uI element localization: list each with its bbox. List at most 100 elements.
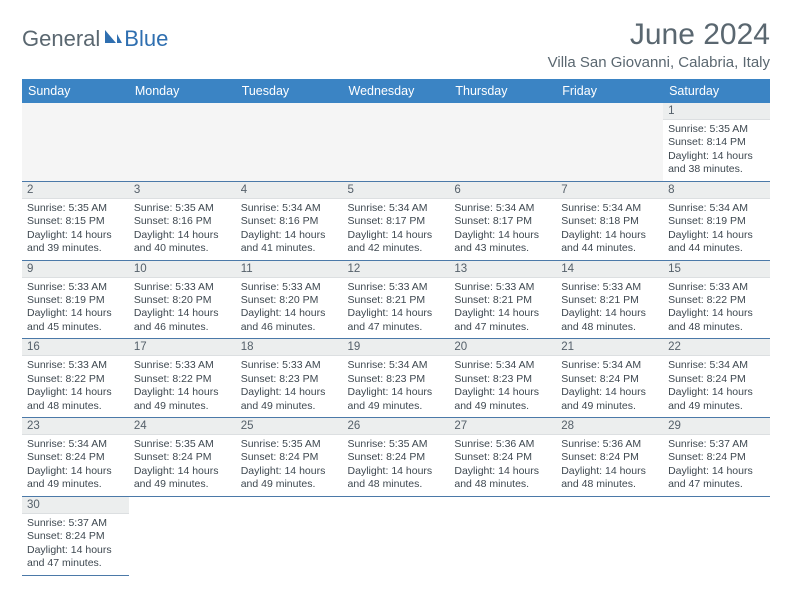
- calendar-cell: [663, 496, 770, 575]
- sunrise-line-value: 5:34 AM: [496, 202, 535, 214]
- title-block: June 2024 Villa San Giovanni, Calabria, …: [548, 18, 770, 77]
- sunrise-line-value: 5:33 AM: [282, 359, 321, 371]
- sunrise-line-label: Sunrise:: [241, 438, 282, 450]
- sunset-line-label: Sunset:: [27, 215, 66, 227]
- daylight-line-label: Daylight:: [668, 229, 712, 241]
- sunrise-line-value: 5:35 AM: [68, 202, 107, 214]
- sunrise-line: Sunrise: 5:34 AM: [454, 202, 551, 215]
- day-number: 17: [129, 339, 236, 356]
- daylight-line-label: Daylight:: [348, 386, 392, 398]
- sunset-line-label: Sunset:: [134, 215, 173, 227]
- daylight-line-label: Daylight:: [241, 465, 285, 477]
- sunset-line-label: Sunset:: [668, 373, 707, 385]
- day-body: Sunrise: 5:36 AMSunset: 8:24 PMDaylight:…: [449, 435, 556, 496]
- sunset-line-label: Sunset:: [454, 215, 493, 227]
- day-body: Sunrise: 5:33 AMSunset: 8:21 PMDaylight:…: [556, 278, 663, 339]
- logo-text-1: General: [22, 26, 100, 52]
- sunset-line-value: 8:21 PM: [386, 294, 425, 306]
- sunset-line-label: Sunset:: [134, 451, 173, 463]
- sunrise-line-value: 5:33 AM: [710, 281, 749, 293]
- sunrise-line-value: 5:33 AM: [496, 281, 535, 293]
- day-body: Sunrise: 5:35 AMSunset: 8:16 PMDaylight:…: [129, 199, 236, 260]
- sunset-line: Sunset: 8:24 PM: [561, 373, 658, 386]
- sunrise-line: Sunrise: 5:34 AM: [348, 202, 445, 215]
- day-number: 16: [22, 339, 129, 356]
- sunset-line-label: Sunset:: [561, 373, 600, 385]
- sunrise-line: Sunrise: 5:35 AM: [27, 202, 124, 215]
- calendar-cell: [129, 103, 236, 181]
- sunset-line-value: 8:19 PM: [707, 215, 746, 227]
- sunset-line-label: Sunset:: [241, 451, 280, 463]
- sunset-line-label: Sunset:: [241, 215, 280, 227]
- day-body: Sunrise: 5:34 AMSunset: 8:23 PMDaylight:…: [343, 356, 450, 417]
- calendar-cell: 24Sunrise: 5:35 AMSunset: 8:24 PMDayligh…: [129, 418, 236, 497]
- day-number: 7: [556, 182, 663, 199]
- sunrise-line: Sunrise: 5:35 AM: [241, 438, 338, 451]
- daylight-line-label: Daylight:: [668, 386, 712, 398]
- sunrise-line: Sunrise: 5:34 AM: [241, 202, 338, 215]
- daylight-line: Daylight: 14 hours and 48 minutes.: [561, 465, 658, 492]
- sunrise-line: Sunrise: 5:33 AM: [241, 359, 338, 372]
- day-number: 13: [449, 261, 556, 278]
- sunset-line-value: 8:24 PM: [707, 451, 746, 463]
- daylight-line: Daylight: 14 hours and 49 minutes.: [454, 386, 551, 413]
- sunrise-line-value: 5:34 AM: [710, 202, 749, 214]
- sunset-line: Sunset: 8:24 PM: [134, 451, 231, 464]
- sunset-line: Sunset: 8:24 PM: [27, 451, 124, 464]
- sunset-line: Sunset: 8:19 PM: [27, 294, 124, 307]
- calendar-cell: 25Sunrise: 5:35 AMSunset: 8:24 PMDayligh…: [236, 418, 343, 497]
- daylight-line-label: Daylight:: [134, 229, 178, 241]
- sunset-line: Sunset: 8:24 PM: [454, 451, 551, 464]
- daylight-line: Daylight: 14 hours and 39 minutes.: [27, 229, 124, 256]
- sunrise-line-label: Sunrise:: [668, 281, 709, 293]
- sunrise-line: Sunrise: 5:34 AM: [27, 438, 124, 451]
- sunrise-line: Sunrise: 5:34 AM: [454, 359, 551, 372]
- calendar-cell: 16Sunrise: 5:33 AMSunset: 8:22 PMDayligh…: [22, 339, 129, 418]
- weekday-header: Monday: [129, 79, 236, 103]
- sunrise-line-label: Sunrise:: [27, 517, 68, 529]
- sunset-line-label: Sunset:: [668, 136, 707, 148]
- calendar-cell: 1Sunrise: 5:35 AMSunset: 8:14 PMDaylight…: [663, 103, 770, 181]
- sunset-line-value: 8:19 PM: [66, 294, 105, 306]
- sunrise-line: Sunrise: 5:34 AM: [348, 359, 445, 372]
- sunset-line-value: 8:24 PM: [279, 451, 318, 463]
- sunset-line-label: Sunset:: [27, 294, 66, 306]
- logo-text-2: Blue: [124, 26, 168, 52]
- daylight-line: Daylight: 14 hours and 47 minutes.: [348, 307, 445, 334]
- day-number: 26: [343, 418, 450, 435]
- sunset-line: Sunset: 8:24 PM: [348, 451, 445, 464]
- weekday-header: Wednesday: [343, 79, 450, 103]
- sunset-line-value: 8:24 PM: [66, 530, 105, 542]
- day-body: Sunrise: 5:34 AMSunset: 8:24 PMDaylight:…: [663, 356, 770, 417]
- daylight-line: Daylight: 14 hours and 49 minutes.: [241, 386, 338, 413]
- daylight-line-label: Daylight:: [348, 229, 392, 241]
- sunrise-line-value: 5:36 AM: [603, 438, 642, 450]
- calendar-cell: 7Sunrise: 5:34 AMSunset: 8:18 PMDaylight…: [556, 181, 663, 260]
- sunset-line-label: Sunset:: [27, 530, 66, 542]
- sunrise-line-value: 5:34 AM: [496, 359, 535, 371]
- day-number: 29: [663, 418, 770, 435]
- sunrise-line-value: 5:34 AM: [389, 202, 428, 214]
- day-body: Sunrise: 5:34 AMSunset: 8:17 PMDaylight:…: [449, 199, 556, 260]
- daylight-line-label: Daylight:: [454, 465, 498, 477]
- calendar-cell: 23Sunrise: 5:34 AMSunset: 8:24 PMDayligh…: [22, 418, 129, 497]
- calendar-cell: 14Sunrise: 5:33 AMSunset: 8:21 PMDayligh…: [556, 260, 663, 339]
- sunrise-line-label: Sunrise:: [348, 281, 389, 293]
- sunset-line-value: 8:22 PM: [66, 373, 105, 385]
- daylight-line: Daylight: 14 hours and 49 minutes.: [134, 386, 231, 413]
- sunset-line: Sunset: 8:18 PM: [561, 215, 658, 228]
- day-body: Sunrise: 5:35 AMSunset: 8:24 PMDaylight:…: [129, 435, 236, 496]
- sunrise-line: Sunrise: 5:35 AM: [134, 202, 231, 215]
- sunset-line-value: 8:22 PM: [707, 294, 746, 306]
- day-number: 14: [556, 261, 663, 278]
- sunset-line: Sunset: 8:14 PM: [668, 136, 765, 149]
- calendar-cell: 3Sunrise: 5:35 AMSunset: 8:16 PMDaylight…: [129, 181, 236, 260]
- day-number: 8: [663, 182, 770, 199]
- sunset-line-label: Sunset:: [27, 451, 66, 463]
- daylight-line: Daylight: 14 hours and 49 minutes.: [241, 465, 338, 492]
- weekday-header: Saturday: [663, 79, 770, 103]
- day-body: Sunrise: 5:35 AMSunset: 8:24 PMDaylight:…: [343, 435, 450, 496]
- sunrise-line-label: Sunrise:: [454, 359, 495, 371]
- calendar-header-row: SundayMondayTuesdayWednesdayThursdayFrid…: [22, 79, 770, 103]
- day-body: Sunrise: 5:33 AMSunset: 8:19 PMDaylight:…: [22, 278, 129, 339]
